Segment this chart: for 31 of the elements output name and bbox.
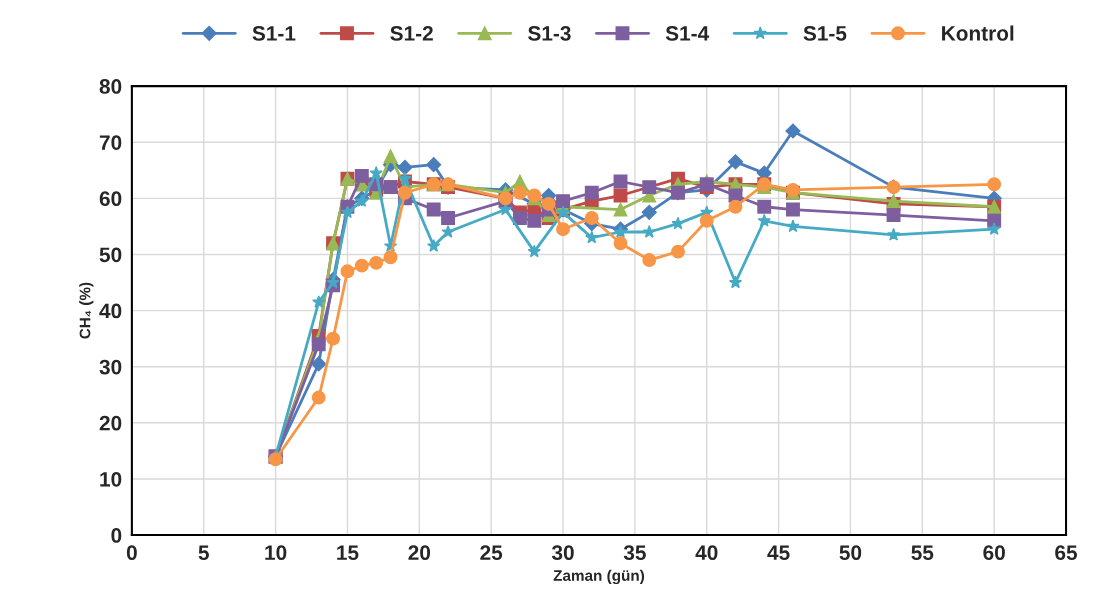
x-tick-label: 45 — [767, 545, 790, 561]
x-tick-label: 50 — [839, 545, 862, 561]
x-tick-label: 40 — [695, 545, 718, 561]
y-tick-label: 30 — [99, 359, 122, 375]
x-axis-title: Zaman (gün) — [553, 569, 645, 585]
x-tick-label: 25 — [480, 545, 503, 561]
x-tick-label: 65 — [1055, 545, 1078, 561]
legend-label: S1-4 — [665, 26, 710, 41]
legend-label: S1-1 — [252, 26, 296, 41]
x-tick-label: 10 — [265, 545, 287, 561]
y-tick-label: 20 — [99, 415, 122, 431]
y-tick-label: 40 — [99, 303, 122, 319]
legend-label: Kontrol — [942, 25, 1014, 41]
y-axis-title: CH₄ (%) — [79, 282, 94, 339]
legend-label: S1-2 — [390, 26, 433, 41]
x-tick-label: 60 — [983, 545, 1005, 561]
legend-label: S1-5 — [803, 26, 847, 41]
y-tick-label: 70 — [99, 135, 122, 150]
y-tick-label: 60 — [99, 191, 122, 207]
x-tick-label: 55 — [911, 545, 934, 561]
x-tick-label: 30 — [551, 545, 574, 561]
y-tick-label: 0 — [111, 528, 122, 543]
y-tick-label: 50 — [99, 247, 122, 263]
x-tick-label: 20 — [408, 545, 431, 561]
x-tick-label: 5 — [198, 545, 209, 561]
x-tick-label: 0 — [126, 545, 137, 561]
legend-label: S1-3 — [528, 26, 571, 41]
x-tick-label: 35 — [623, 545, 646, 561]
y-tick-label: 10 — [100, 471, 122, 487]
x-tick-label: 15 — [337, 545, 359, 561]
y-tick-label: 80 — [99, 79, 122, 94]
